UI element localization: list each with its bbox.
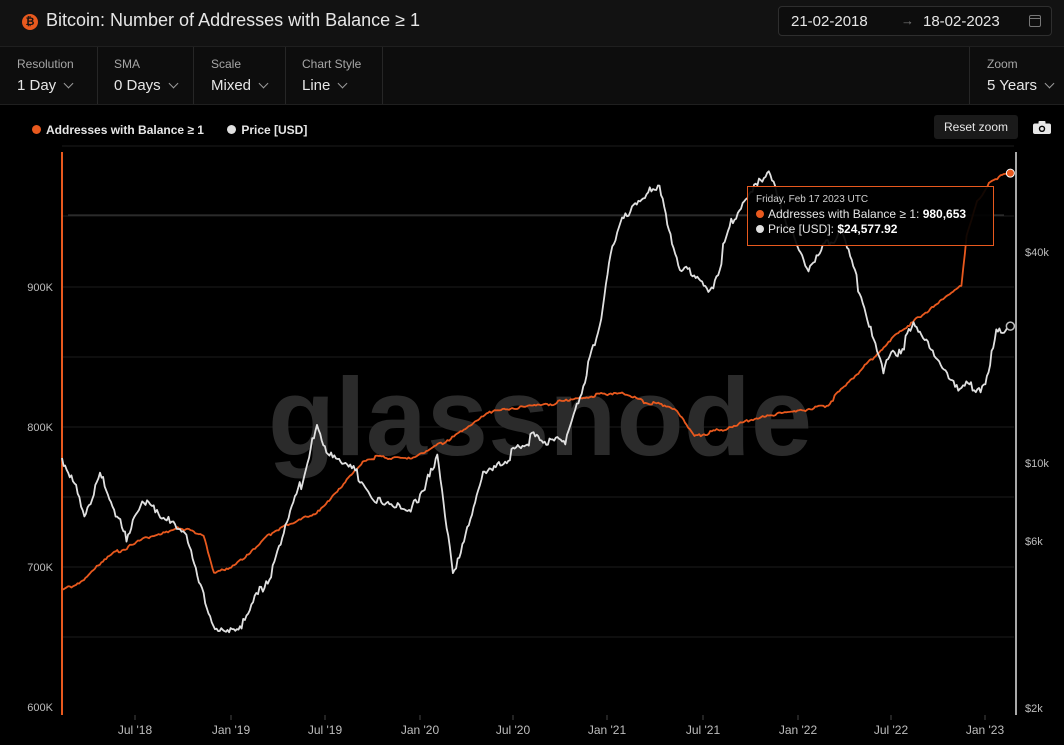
scale-label: Scale [211,57,242,71]
legend-dot-addresses [32,125,41,134]
chart-style-label: Chart Style [302,57,362,71]
resolution-dropdown[interactable]: Resolution 1 Day [0,47,98,104]
tooltip-dot-price [756,225,764,233]
calendar-icon[interactable] [1029,15,1041,27]
sma-dropdown[interactable]: SMA 0 Days [97,47,194,104]
chart-legend: Addresses with Balance ≥ 1 Price [USD] [32,123,327,137]
resolution-label: Resolution [17,57,74,71]
chart-controls: Resolution 1 Day SMA 0 Days Scale Mixed … [0,47,1064,105]
resolution-value: 1 Day [17,77,57,94]
x-tick-label: Jul '18 [118,723,153,737]
tooltip-row-price: Price [USD]: $24,577.92 [756,222,985,237]
x-tick-label: Jul '20 [496,723,531,737]
scale-value: Mixed [211,77,252,94]
tooltip-date: Friday, Feb 17 2023 UTC [756,194,869,205]
x-tick-label: Jul '19 [308,723,343,737]
chart-tooltip: Friday, Feb 17 2023 UTC Addresses with B… [747,186,994,246]
legend-dot-price [227,125,237,134]
tooltip-label-addresses: Addresses with Balance ≥ 1: [768,207,920,221]
price-end-marker [1005,321,1016,331]
tooltip-label-price: Price [USD]: [768,222,835,236]
arrow-right-icon: → [901,13,914,28]
sma-label: SMA [114,57,141,71]
x-tick-label: Jul '21 [686,723,721,737]
legend-label-price: Price [USD] [241,123,308,137]
addresses-end-marker [1005,168,1015,178]
tooltip-value-addresses: 980,653 [922,207,967,221]
page-title: Bitcoin: Number of Addresses with Balanc… [46,10,421,30]
sma-value: 0 Days [114,77,161,94]
x-tick-label: Jul '22 [874,723,909,737]
zoom-dropdown[interactable]: Zoom 5 Years [969,47,1064,104]
zoom-value: 5 Years [987,77,1038,94]
y-left-tick-label: 800K [27,422,53,434]
top-bar: ₿ Bitcoin: Number of Addresses with Bala… [0,0,1064,47]
bitcoin-logo-icon: ₿ [22,14,38,30]
y-right-tick-label: $40k [1025,247,1049,259]
x-tick-label: Jan '20 [401,723,440,737]
tooltip-row-addresses: Addresses with Balance ≥ 1: 980,653 [756,207,985,222]
y-left-tick-label: 700K [27,562,53,574]
camera-icon[interactable] [1033,121,1051,134]
date-from[interactable]: 21-02-2018 [791,13,868,30]
reset-zoom-button[interactable]: Reset zoom [934,115,1018,139]
x-tick-label: Jan '23 [966,723,1005,737]
watermark: glassnode [268,356,812,479]
legend-item-addresses[interactable]: Addresses with Balance ≥ 1 [32,123,204,137]
tooltip-dot-addresses [756,210,764,218]
legend-label-addresses: Addresses with Balance ≥ 1 [46,123,204,137]
y-right-tick-label: $6k [1025,536,1043,548]
series-line-addresses [61,172,1011,591]
zoom-label: Zoom [987,57,1018,71]
date-range-picker[interactable]: 21-02-2018 → 18-02-2023 [778,6,1052,36]
chart-style-dropdown[interactable]: Chart Style Line [285,47,383,104]
scale-dropdown[interactable]: Scale Mixed [194,47,286,104]
y-left-tick-label: 600K [27,702,53,714]
legend-item-price[interactable]: Price [USD] [227,123,307,137]
y-right-tick-label: $2k [1025,703,1043,715]
chart-style-value: Line [302,77,331,94]
date-to[interactable]: 18-02-2023 [923,13,1000,30]
x-tick-label: Jan '22 [779,723,818,737]
x-tick-label: Jan '21 [588,723,627,737]
y-left-tick-label: 900K [27,282,53,294]
x-tick-label: Jan '19 [212,723,251,737]
tooltip-value-price: $24,577.92 [837,222,898,236]
y-right-tick-label: $10k [1025,458,1049,470]
series-line-price [61,170,1012,634]
